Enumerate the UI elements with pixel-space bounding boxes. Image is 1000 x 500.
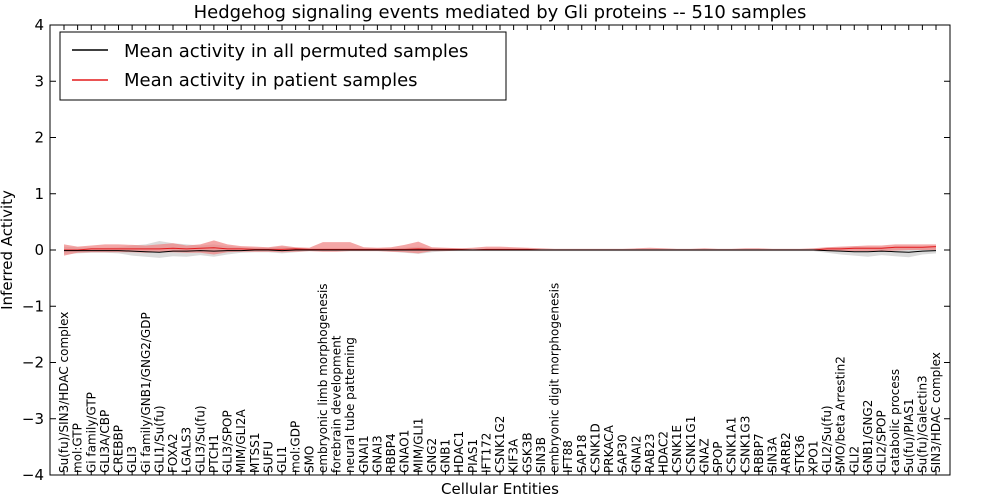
category-label: GLI3	[125, 446, 139, 473]
category-label: neural tube patterning	[343, 337, 357, 473]
y-axis-label: Inferred Activity	[0, 190, 16, 310]
y-tick-label: 0	[34, 241, 44, 259]
category-label: IFT172	[479, 433, 493, 473]
y-tick-label: −2	[22, 354, 44, 372]
category-label: embryonic digit morphogenesis	[548, 283, 562, 473]
category-label: GLI2/Su(fu)	[820, 405, 834, 473]
category-label: CREBBP	[112, 425, 126, 473]
x-axis-label: Cellular Entities	[441, 480, 559, 498]
category-label: SPOP	[711, 441, 725, 473]
category-label: ARRB2	[779, 432, 793, 473]
category-label: GNB1/GNG2	[861, 400, 875, 473]
category-label: catabolic process	[888, 369, 902, 473]
category-label: SAP30	[616, 434, 630, 473]
y-tick-label: −1	[22, 297, 44, 315]
category-label: PIAS1	[466, 439, 480, 473]
category-label: RAB23	[643, 433, 657, 473]
category-label: GLI3A/CBP	[98, 410, 112, 473]
category-label: Gi family/GTP	[84, 392, 98, 473]
category-label: RBBP4	[384, 433, 398, 473]
category-labels: Su(fu)/SIN3/HDAC complex mol:GTP Gi family…	[57, 283, 943, 473]
category-label: Su(fu)/PIAS1	[902, 398, 916, 473]
category-label: GNAO1	[398, 430, 412, 473]
category-label: SMO	[302, 446, 316, 473]
category-label: CSNK1G2	[493, 416, 507, 473]
category-label: GNAI2	[629, 435, 643, 473]
category-label: CSNK1D	[588, 423, 602, 473]
category-label: XPO1	[806, 440, 820, 473]
category-label: RBBP7	[752, 433, 766, 473]
category-label: CSNK1G3	[738, 416, 752, 473]
y-tick-label: −3	[22, 410, 44, 428]
category-label: MIM/GLI1	[411, 418, 425, 473]
line-permuted	[64, 249, 937, 253]
category-label: MTSS1	[248, 432, 262, 473]
category-label: GLI1/Su(fu)	[152, 405, 166, 473]
category-label: embryonic limb morphogenesis	[316, 283, 330, 473]
category-label: Su(fu)/Galectin3	[915, 375, 929, 473]
category-label: GLI1	[275, 446, 289, 473]
category-label: SIN3/HDAC complex	[929, 352, 943, 473]
category-label: SIN3A	[766, 436, 780, 473]
series-lines	[64, 246, 937, 253]
category-label: SIN3B	[534, 437, 548, 473]
y-tick-label: 3	[34, 72, 44, 90]
category-label: GNAI1	[357, 435, 371, 473]
category-label: LGALS3	[180, 427, 194, 473]
category-label: IFT88	[561, 440, 575, 473]
category-label: PTCH1	[207, 434, 221, 473]
category-label: mol:GDP	[289, 421, 303, 473]
chart-title: Hedgehog signaling events mediated by Gl…	[194, 2, 807, 23]
category-label: MIM/GLI2A	[234, 409, 248, 473]
y-tick-label: 4	[34, 16, 44, 34]
category-label: CSNK1E	[670, 425, 684, 473]
category-label: GNAZ	[697, 438, 711, 473]
category-label: forebrain development	[330, 335, 344, 473]
x-axis-ticks	[63, 25, 937, 475]
category-label: GLI2	[847, 446, 861, 473]
category-label: STK36	[793, 435, 807, 473]
category-label: GLI3/SPOP	[221, 410, 235, 473]
category-label: SUFU	[261, 441, 275, 473]
category-label: PRKACA	[602, 424, 616, 473]
legend-label-patient: Mean activity in patient samples	[124, 70, 418, 91]
band-patient	[64, 240, 936, 256]
category-label: GNAI3	[370, 435, 384, 473]
category-label: SMO/beta Arrestin2	[834, 356, 848, 473]
legend: Mean activity in all permuted samples Me…	[59, 31, 507, 101]
y-axis-ticks: −4 −3 −2 −1 0 1 2 3 4	[22, 16, 950, 484]
category-label: GNG2	[425, 438, 439, 473]
y-tick-label: −4	[22, 466, 44, 484]
category-label: CSNK1G1	[684, 416, 698, 473]
category-label: Gi family/GNB1/GNG2/GDP	[139, 312, 153, 473]
category-label: SAP18	[575, 434, 589, 473]
category-label: KIF3A	[507, 438, 521, 473]
legend-label-permuted: Mean activity in all permuted samples	[124, 41, 468, 62]
category-label: GSK3B	[520, 432, 534, 473]
category-label: HDAC1	[452, 431, 466, 473]
category-label: mol:GTP	[71, 423, 85, 473]
legend-box	[59, 31, 507, 101]
y-tick-label: 2	[34, 129, 44, 147]
category-label: Su(fu)/SIN3/HDAC complex	[57, 312, 71, 473]
category-label: FOXA2	[166, 433, 180, 473]
y-tick-label: 1	[34, 185, 44, 203]
category-label: GLI2/SPOP	[875, 410, 889, 473]
category-label: CSNK1A1	[725, 417, 739, 473]
category-label: HDAC2	[657, 431, 671, 473]
category-label: GLI3/Su(fu)	[193, 405, 207, 473]
category-label: GNB1	[439, 439, 453, 473]
